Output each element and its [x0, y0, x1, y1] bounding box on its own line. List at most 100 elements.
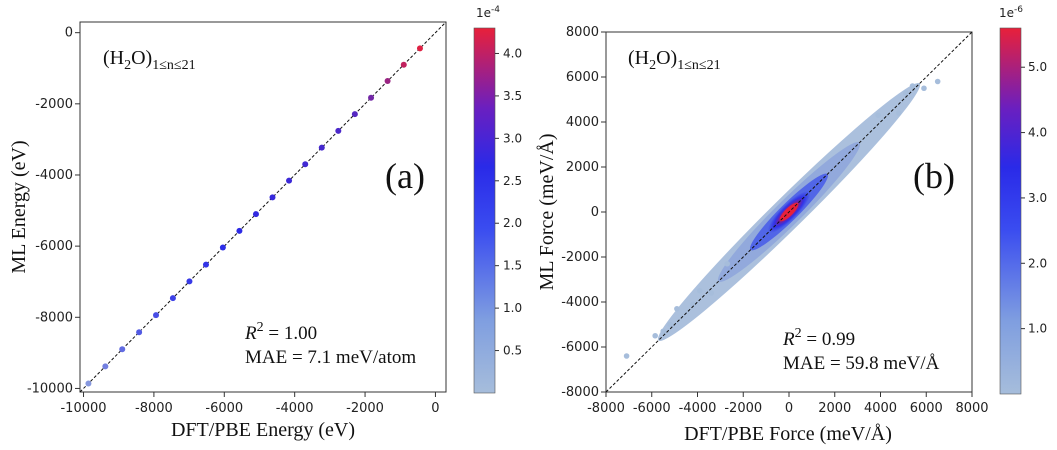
x-tick-label-b: 0	[785, 401, 793, 416]
x-tick-label-a: -6000	[205, 401, 243, 416]
x-tick-label-a: -10000	[60, 401, 106, 416]
y-axis-label-a: ML Energy (eV)	[8, 140, 30, 273]
y-tick-label-b: -6000	[561, 340, 599, 355]
colorbar-tick-label-b: 1.0	[1028, 322, 1047, 336]
y-ticks-a: -10000 -8000 -6000 -4000 -2000 0	[27, 26, 80, 396]
data-point	[652, 332, 658, 339]
data-point	[318, 144, 325, 151]
x-tick-label-a: 0	[431, 401, 439, 416]
y-tick-label-a: -6000	[35, 239, 73, 254]
data-point	[660, 328, 666, 335]
y-tick-label-b: 8000	[566, 25, 599, 40]
colorbar-tick-label-b: 2.0	[1028, 256, 1047, 270]
data-point	[909, 83, 916, 89]
colorbar-tick-label-b: 5.0	[1028, 60, 1047, 74]
colorbar-ticks-b: 1.0 2.0 3.0 4.0 5.0	[1021, 60, 1047, 336]
data-point	[875, 112, 882, 119]
y-tick-label-b: 4000	[566, 115, 599, 130]
title-a: (H2O)1≤n≤21	[103, 47, 196, 73]
data-point	[708, 290, 715, 296]
data-point	[934, 78, 941, 85]
x-tick-label-b: 6000	[910, 401, 943, 416]
data-point	[921, 85, 927, 92]
y-tick-label-b: -4000	[561, 295, 599, 310]
y-tick-label-a: 0	[65, 26, 73, 41]
data-point	[153, 312, 160, 319]
x-tick-label-a: -4000	[276, 401, 314, 416]
mae-annotation-b: MAE = 59.8 meV/Å	[783, 353, 940, 374]
colorbar-b	[999, 27, 1022, 395]
y-tick-label-a: -8000	[35, 310, 73, 325]
y-tick-label-a: -10000	[27, 381, 73, 396]
x-tick-label-a: -8000	[135, 401, 173, 416]
data-point	[416, 45, 423, 52]
y-ticks-b: -8000 -6000 -4000 -2000 0 2000 4000 6000 8000	[561, 25, 606, 400]
x-tick-label-b: 4000	[864, 401, 897, 416]
data-point	[368, 94, 375, 101]
panel-b: -8000 -6000 -4000 -2000 0 2000 4000 6000 8000 -8…	[536, 5, 1047, 445]
data-point	[667, 321, 673, 328]
y-tick-label-b: 2000	[566, 160, 599, 175]
colorbar-tick-label-a: 1.0	[503, 301, 522, 315]
data-point	[400, 61, 407, 68]
r2-annotation-b: R2 = 0.99	[782, 326, 855, 350]
x-ticks-b: -8000 -6000 -4000 -2000 0 2000 4000 6000 8000	[587, 392, 989, 416]
data-point	[169, 295, 176, 302]
y-tick-label-b: 0	[591, 205, 599, 220]
y-tick-label-a: -4000	[35, 168, 73, 183]
data-point	[202, 261, 209, 268]
x-ticks-a: -10000 -8000 -6000 -4000 -2000 0	[60, 392, 440, 416]
data-point	[384, 78, 391, 85]
identity-line-b	[605, 31, 973, 393]
data-point	[674, 305, 680, 312]
data-points-b	[623, 78, 941, 359]
y-tick-label-a: -2000	[35, 97, 73, 112]
data-point	[136, 329, 143, 336]
colorbar-tick-label-a: 3.0	[503, 131, 522, 145]
data-point	[219, 244, 226, 251]
data-point	[896, 110, 902, 116]
r2-annotation-a: R2 = 1.00	[244, 320, 317, 344]
data-point	[335, 127, 342, 134]
mae-annotation-a: MAE = 7.1 meV/atom	[245, 347, 416, 368]
y-axis-label-b: ML Force (meV/Å)	[536, 134, 558, 291]
x-tick-label-a: -2000	[346, 401, 384, 416]
x-tick-label-b: -2000	[724, 401, 762, 416]
colorbar-a	[473, 27, 496, 394]
plot-frame-a	[79, 21, 447, 393]
data-point	[236, 227, 243, 234]
data-point	[351, 111, 358, 118]
colorbar-tick-label-a: 2.0	[503, 216, 522, 230]
x-tick-label-b: -8000	[587, 401, 625, 416]
x-axis-label-b: DFT/PBE Force (meV/Å)	[684, 423, 892, 445]
colorbar-exponent-a: 1e-4	[476, 5, 500, 20]
data-point	[302, 161, 309, 168]
y-tick-label-b: -8000	[561, 385, 599, 400]
data-point	[623, 353, 630, 359]
data-point	[119, 346, 126, 353]
x-tick-label-b: 2000	[818, 401, 851, 416]
panel-label-b: (b)	[913, 156, 955, 196]
colorbar-tick-label-b: 4.0	[1028, 126, 1047, 140]
data-point	[696, 287, 703, 294]
data-points-a	[85, 45, 423, 387]
data-point	[186, 278, 193, 285]
colorbar-tick-label-a: 2.5	[503, 174, 522, 188]
y-tick-label-b: 6000	[566, 70, 599, 85]
panel-a: -10000 -8000 -6000 -4000 -2000 0 -10000-8000-…	[8, 5, 522, 441]
data-point	[902, 89, 909, 96]
x-axis-label-a: DFT/PBE Energy (eV)	[171, 419, 355, 441]
data-point	[724, 260, 731, 267]
data-point	[286, 177, 293, 184]
colorbar-tick-label-a: 1.5	[503, 259, 522, 273]
data-point	[85, 380, 92, 387]
panel-label-a: (a)	[385, 156, 425, 196]
title-b: (H2O)1≤n≤21	[628, 47, 721, 73]
x-tick-label-b: 8000	[955, 401, 988, 416]
y-tick-label-b: -2000	[561, 250, 599, 265]
colorbar-ticks-a: 0.5 1.0 1.5 2.0 2.5 3.0 3.5 4.0	[495, 46, 522, 358]
colorbar-tick-label-a: 3.5	[503, 89, 522, 103]
colorbar-tick-label-a: 4.0	[503, 46, 522, 60]
data-point	[252, 211, 259, 218]
